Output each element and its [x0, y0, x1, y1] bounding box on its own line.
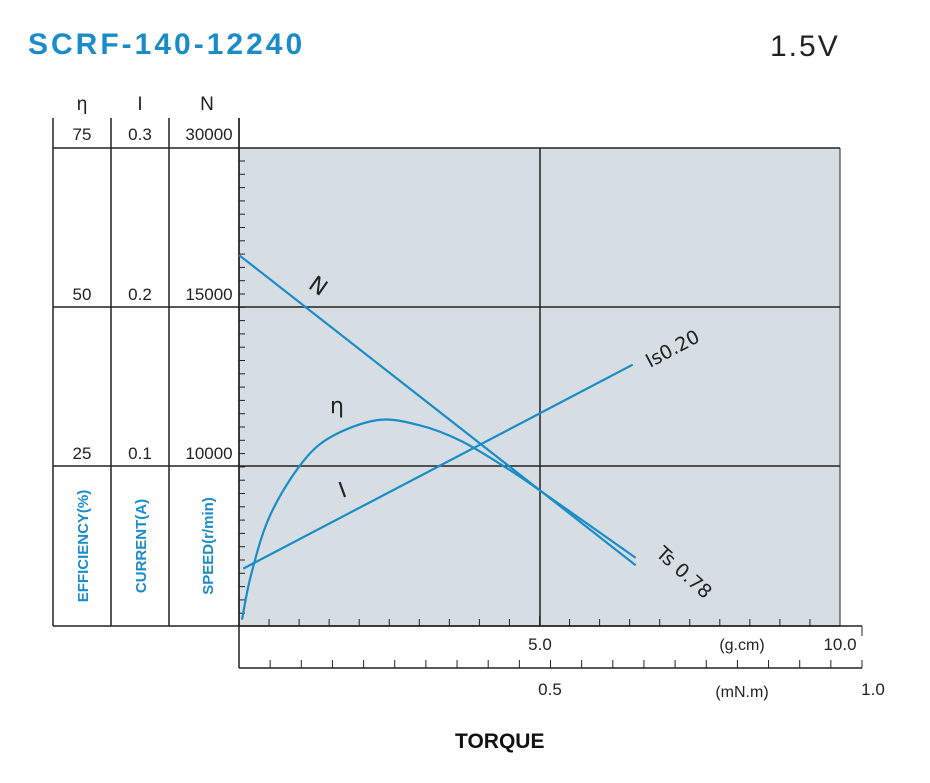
y-tick-label: 10000 [185, 444, 232, 463]
y-axis-symbol: I [137, 94, 142, 115]
x-tick-label: 1.0 [861, 680, 885, 699]
x-axis-title: TORQUE [455, 730, 545, 753]
series-label: η [330, 394, 344, 419]
x-tick-label: 10.0 [823, 635, 856, 654]
x-tick-label: 0.5 [538, 680, 562, 699]
y-tick-label: 15000 [185, 285, 232, 304]
voltage-label: 1.5V [770, 30, 840, 63]
series-efficiency-line [240, 418, 637, 620]
y-axis-label: SPEED(r/min) [200, 497, 217, 595]
series-speed-line [238, 254, 637, 567]
x-unit-label: (mN.m) [715, 684, 768, 701]
y-tick-label: 25 [73, 444, 92, 463]
x-unit-label: (g.cm) [719, 637, 764, 654]
chart-title: SCRF-140-12240 [28, 28, 306, 61]
y-tick-label: 50 [73, 285, 92, 304]
y-axis-label: CURRENT(A) [133, 499, 150, 593]
y-axis-symbol: η [77, 94, 88, 115]
y-tick-label: 0.1 [128, 444, 152, 463]
y-axis-label: EFFICIENCY(%) [75, 490, 92, 603]
y-tick-label: 0.3 [128, 125, 152, 144]
x-tick-label: 5.0 [528, 635, 552, 654]
y-tick-label: 0.2 [128, 285, 152, 304]
y-tick-label: 75 [73, 125, 92, 144]
y-axis-symbol: N [200, 94, 214, 115]
series-current-line [242, 363, 634, 570]
y-tick-label: 30000 [185, 125, 232, 144]
